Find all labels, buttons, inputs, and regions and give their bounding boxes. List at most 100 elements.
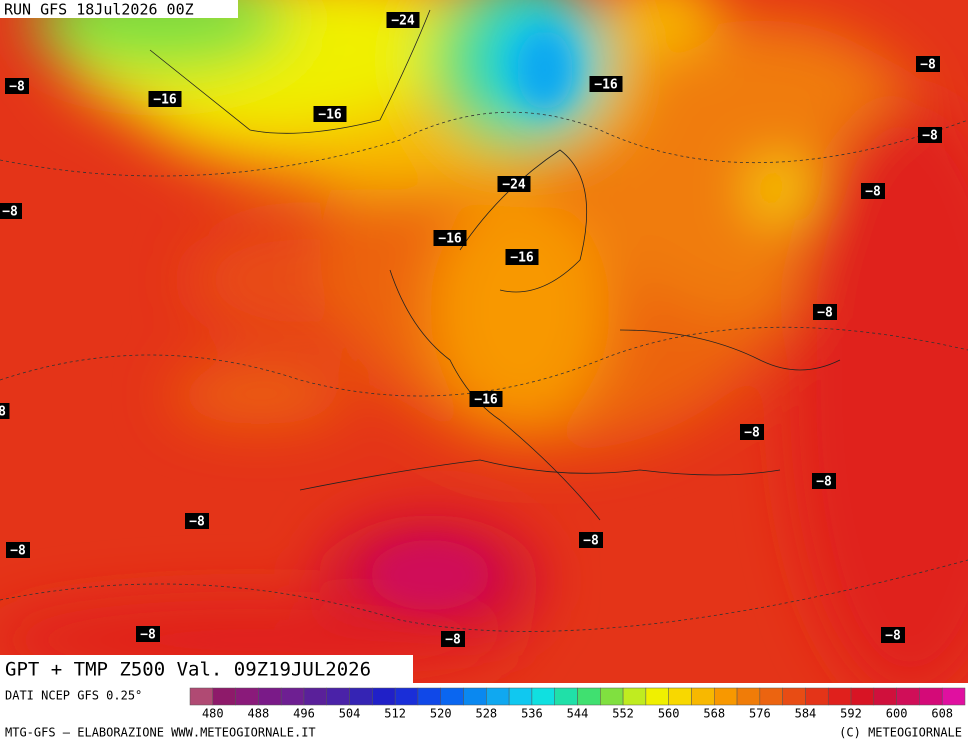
credit: MTG-GFS — ELABORAZIONE WWW.METEOGIORNALE… <box>5 726 316 740</box>
colorbar-label: 552 <box>612 707 634 721</box>
contour-label-box <box>0 403 10 419</box>
title-box <box>0 655 413 683</box>
colorbar-swatch <box>873 687 897 706</box>
isotherms <box>0 111 968 632</box>
colorbar-swatch <box>235 687 259 706</box>
colorbar-label: 512 <box>384 707 406 721</box>
contour-label: −8 <box>10 544 26 559</box>
colorbar-label: 568 <box>703 707 725 721</box>
colorbar-label: 560 <box>658 707 680 721</box>
contour-label-box <box>441 631 465 647</box>
contour-label: −24 <box>502 178 526 193</box>
contour-label: −16 <box>510 251 534 266</box>
contour-labels: −24 −8 −16 −16 −16 −8 −8 −24 −8 −8 −16 −16 −8 −16 8 −8 −… <box>0 12 942 648</box>
colorbar-label: 520 <box>430 707 452 721</box>
contour-label-box <box>313 106 347 122</box>
contour-label-box <box>148 91 182 107</box>
contour-label-box <box>881 627 905 643</box>
colorbar-swatch <box>440 687 464 706</box>
colorbar-swatch <box>714 687 738 706</box>
colorbar-swatch <box>508 687 533 706</box>
contour-label-box <box>136 626 160 642</box>
colorbar-swatch <box>645 687 669 706</box>
contour-label: −8 <box>9 80 25 95</box>
colorbar-swatch <box>577 687 601 706</box>
colorbar-swatch <box>600 687 624 706</box>
contour-label: −16 <box>438 232 462 247</box>
colorbar-swatch <box>668 687 692 706</box>
colorbar-label: 536 <box>521 707 543 721</box>
colorbar-label: 608 <box>931 707 953 721</box>
contour-label-box <box>6 542 30 558</box>
colorbar-swatch <box>941 687 966 706</box>
contour-label: −8 <box>885 629 901 644</box>
contour-label-box <box>813 304 837 320</box>
contour-label: −8 <box>2 205 18 220</box>
contour-label-box <box>861 183 885 199</box>
run-box <box>0 0 238 18</box>
colorbar-swatch <box>303 687 328 706</box>
map-field <box>0 0 968 683</box>
contour-label: −16 <box>153 93 177 108</box>
contour-label-box <box>579 532 603 548</box>
contour-label-box <box>918 127 942 143</box>
colorbar-swatch <box>531 687 555 706</box>
colorbar-swatch <box>691 687 715 706</box>
source-label: DATI NCEP GFS 0.25° <box>5 689 142 703</box>
contour-label-box <box>497 176 531 192</box>
contour-label: −8 <box>583 534 599 549</box>
contour-label: 8 <box>0 405 6 420</box>
colorbar-swatch <box>919 687 943 706</box>
contour-label: −16 <box>318 108 342 123</box>
colorbar-swatch <box>805 687 829 706</box>
contour-label: −16 <box>594 78 618 93</box>
colorbar-label: 488 <box>248 707 270 721</box>
contour-label: −8 <box>865 185 881 200</box>
contour-label-box <box>0 203 22 219</box>
contour-label: −8 <box>140 628 156 643</box>
contour-label-box <box>433 230 467 246</box>
colorbar-label: 528 <box>475 707 497 721</box>
colorbar-swatch <box>349 687 373 706</box>
contour-label: −8 <box>744 426 760 441</box>
contour-label: −8 <box>922 129 938 144</box>
colorbar-swatch <box>736 687 761 706</box>
contour-label: −8 <box>920 58 936 73</box>
contour-label: −8 <box>816 475 832 490</box>
contour-label-box <box>5 78 29 94</box>
copyright: (C) METEOGIORNALE <box>839 726 962 740</box>
colorbar-swatch <box>463 687 487 706</box>
colorbar-label: 480 <box>202 707 224 721</box>
colorbar-label: 496 <box>293 707 315 721</box>
colorbar-swatch <box>189 687 214 706</box>
colorbar-swatch <box>280 687 305 706</box>
colorbar-swatch <box>212 687 236 706</box>
colorbar-swatch <box>622 687 647 706</box>
colorbar-swatch <box>394 687 419 706</box>
colorbar-swatch <box>554 687 578 706</box>
colorbar-swatch <box>326 687 350 706</box>
map-title: GPT + TMP Z500 Val. 09Z19JUL2026 <box>5 659 371 681</box>
colorbar-label: 504 <box>339 707 361 721</box>
contour-label-box <box>386 12 420 28</box>
contour-label: −16 <box>474 393 498 408</box>
contour-label-box <box>740 424 764 440</box>
colorbar-swatch <box>759 687 783 706</box>
colorbar-swatch <box>850 687 875 706</box>
contour-label: −24 <box>391 14 415 29</box>
contour-label: −8 <box>445 633 461 648</box>
contour-label-box <box>469 391 503 407</box>
colorbar-swatch <box>372 687 396 706</box>
colorbar-swatch <box>782 687 806 706</box>
colorbar-label: 584 <box>795 707 817 721</box>
run-label: RUN GFS 18Jul2026 00Z <box>4 1 194 19</box>
colorbar-label: 576 <box>749 707 771 721</box>
colorbar-swatch <box>417 687 441 706</box>
contour-label-box <box>589 76 623 92</box>
colorbar-swatch <box>827 687 852 706</box>
colorbar-label: 544 <box>567 707 589 721</box>
colorbar-swatch <box>258 687 282 706</box>
colorbar-swatch <box>486 687 510 706</box>
colorbar: 480 488 496 504 512 520 528 536 544 552 560 568 576 5… <box>189 687 966 721</box>
